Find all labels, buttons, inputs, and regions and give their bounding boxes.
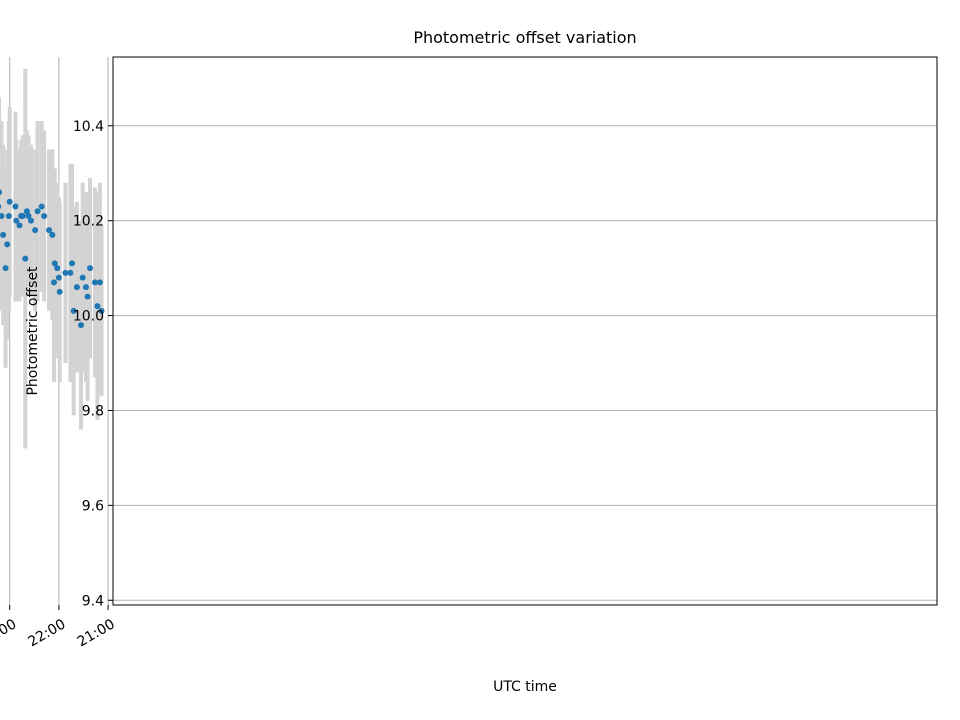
data-point [34, 208, 41, 215]
x-axis-label: UTC time [493, 679, 557, 695]
data-point [51, 260, 58, 267]
data-point [78, 322, 85, 329]
y-tick-label: 9.6 [82, 498, 104, 514]
data-point [32, 227, 39, 234]
data-point [18, 212, 25, 219]
data-point [55, 274, 62, 281]
data-point [82, 284, 89, 291]
data-point [6, 198, 13, 205]
data-point [28, 217, 35, 224]
data-point [62, 269, 69, 276]
data-point [23, 208, 30, 215]
y-tick-label: 10.2 [73, 214, 104, 230]
data-point [2, 265, 9, 272]
data-point [0, 189, 3, 196]
data-point [54, 265, 61, 272]
y-tick-label: 10.0 [73, 309, 104, 325]
data-point [96, 279, 103, 286]
data-point [13, 217, 20, 224]
data-point [56, 288, 63, 295]
data-point [41, 212, 48, 219]
y-tick-label: 10.4 [73, 119, 104, 135]
data-point [0, 204, 2, 209]
y-axis-label: Photometric offset [25, 266, 41, 396]
data-point [70, 307, 77, 314]
data-point [98, 307, 105, 314]
data-point [0, 212, 5, 219]
plot-frame [112, 56, 938, 606]
data-point [67, 269, 74, 276]
data-point [91, 279, 98, 286]
data-point [25, 212, 32, 219]
data-point [79, 274, 86, 281]
data-point [38, 203, 45, 210]
data-point [49, 231, 56, 238]
data-point [22, 255, 29, 262]
data-point [5, 212, 12, 219]
data-point [69, 260, 76, 267]
data-point [46, 227, 53, 234]
data-points [0, 189, 105, 329]
data-point [73, 284, 80, 291]
data-point [16, 222, 23, 229]
data-point [87, 265, 94, 272]
y-tick-label: 9.4 [82, 593, 104, 609]
data-point [0, 231, 7, 238]
y-tick-label: 9.8 [82, 403, 104, 419]
data-point [94, 303, 101, 310]
data-point [50, 279, 57, 286]
data-point [4, 241, 11, 248]
chart-title: Photometric offset variation [413, 28, 636, 47]
data-point [12, 203, 19, 210]
data-point [84, 293, 91, 300]
